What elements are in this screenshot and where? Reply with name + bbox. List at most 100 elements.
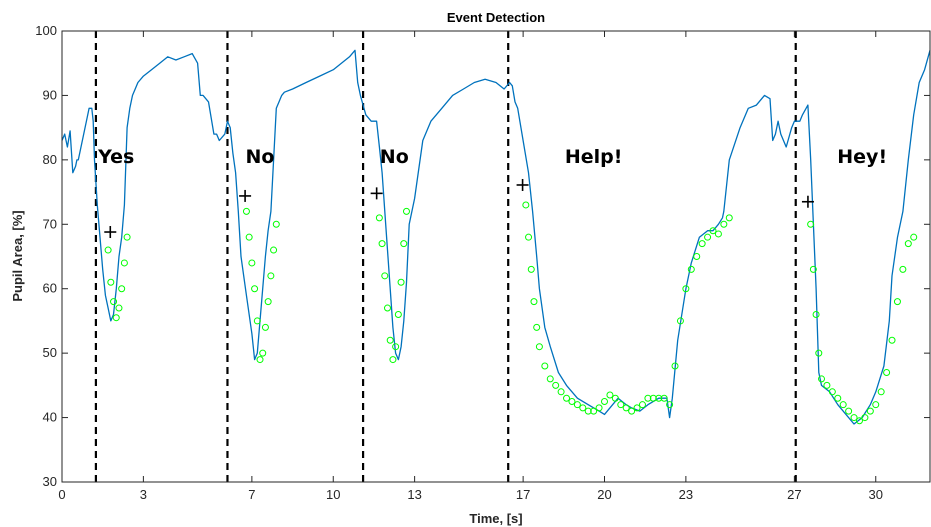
- detected-point-marker: [123, 233, 131, 241]
- detected-point-marker: [818, 375, 825, 383]
- onset-marker: [104, 226, 117, 239]
- detected-point-marker: [910, 233, 918, 241]
- detected-point-marker: [698, 240, 706, 248]
- detected-point-marker: [112, 314, 120, 322]
- detected-point-marker: [676, 317, 684, 325]
- y-tick-label: 80: [43, 152, 57, 167]
- detected-point-marker: [248, 259, 256, 267]
- detected-point-marker: [834, 394, 842, 402]
- detected-point-marker: [622, 404, 630, 412]
- detected-point-marker: [855, 417, 863, 425]
- detected-point-marker: [845, 407, 853, 415]
- detected-point-marker: [115, 304, 123, 312]
- detected-point-marker: [590, 407, 598, 415]
- detected-point-marker: [682, 285, 690, 293]
- detected-point-marker: [527, 265, 535, 273]
- x-tick-label: 17: [516, 487, 530, 502]
- detected-point-marker: [633, 404, 641, 412]
- detected-point-marker: [649, 394, 657, 402]
- detected-point-marker: [400, 240, 408, 248]
- detected-point-marker: [402, 207, 410, 215]
- detected-point-marker: [720, 220, 728, 228]
- detected-point-marker: [877, 388, 885, 396]
- x-tick-label: 20: [597, 487, 611, 502]
- detected-point-marker: [671, 362, 679, 370]
- axis-ticks: 0 3 7 10 13 17 20 23 27 30 30 40 50 60 70 80 90 100: [35, 23, 930, 502]
- detected-point-marker: [611, 394, 619, 402]
- detected-point-marker: [261, 323, 269, 331]
- detected-point-marker: [253, 317, 261, 325]
- detected-point-marker: [866, 407, 874, 415]
- detected-point-marker: [899, 265, 907, 273]
- detected-point-marker: [579, 404, 587, 412]
- detected-point-marker: [118, 285, 126, 293]
- detected-point-marker: [628, 407, 636, 415]
- x-tick-label: 10: [326, 487, 340, 502]
- x-tick-label: 23: [679, 487, 693, 502]
- detected-point-marker: [533, 323, 541, 331]
- detected-point-marker: [883, 368, 891, 376]
- detected-point-marker: [893, 298, 901, 306]
- detected-point-marker: [815, 349, 823, 357]
- detected-point-marker: [270, 246, 278, 254]
- detected-point-marker: [812, 310, 820, 318]
- x-tick-label: 27: [787, 487, 801, 502]
- detected-point-marker: [725, 214, 733, 222]
- x-tick-label: 0: [58, 487, 65, 502]
- x-axis-title: Time, [s]: [469, 511, 522, 526]
- detected-point-marker: [397, 278, 405, 286]
- detected-point-marker: [655, 394, 663, 402]
- detected-point-marker: [644, 394, 652, 402]
- detected-point-marker: [693, 253, 701, 260]
- detected-point-marker: [595, 404, 603, 412]
- y-tick-label: 40: [43, 410, 57, 425]
- detected-point-marker: [375, 214, 383, 222]
- event-label: Help!: [565, 146, 623, 168]
- detected-point-marker: [378, 240, 386, 248]
- detected-point-marker: [256, 356, 264, 364]
- detected-point-marker: [807, 220, 815, 228]
- detected-point-marker: [110, 298, 118, 306]
- detected-point-marker: [568, 397, 576, 405]
- detected-point-marker: [120, 259, 128, 267]
- detected-point-marker: [809, 265, 817, 273]
- y-tick-label: 70: [43, 216, 57, 231]
- detected-point-marker: [828, 388, 836, 396]
- event-label: Hey!: [837, 146, 887, 168]
- y-tick-label: 50: [43, 345, 57, 360]
- onset-marker: [516, 178, 529, 191]
- y-tick-label: 100: [35, 23, 57, 38]
- y-axis-title: Pupil Area, [%]: [10, 210, 25, 301]
- detected-point-marker: [606, 391, 614, 399]
- detected-point-marker: [386, 336, 394, 344]
- detected-point-marker: [573, 401, 581, 409]
- detected-point-marker: [552, 381, 560, 389]
- detected-point-marker: [389, 356, 397, 364]
- x-tick-label: 30: [869, 487, 883, 502]
- detected-point-marker: [601, 397, 608, 405]
- detected-point-marker: [242, 207, 250, 215]
- detected-point-marker: [522, 201, 530, 209]
- event-label: No: [246, 146, 275, 168]
- detected-point-marker: [839, 401, 847, 409]
- detected-point-marker: [687, 265, 695, 273]
- event-label: No: [380, 146, 409, 168]
- detected-point-marker: [104, 246, 112, 254]
- detected-point-marker: [584, 407, 592, 415]
- onset-marker: [239, 189, 252, 202]
- detected-point-marker: [392, 343, 400, 351]
- detected-point-marker: [267, 272, 275, 280]
- onset-marker: [801, 195, 814, 208]
- detected-point-marker: [384, 304, 391, 312]
- detected-point-marker: [850, 414, 858, 422]
- event-label: Yes: [97, 146, 134, 168]
- plot-area: Yes No No Help! Hey!: [61, 31, 931, 482]
- detected-point-marker: [557, 388, 565, 396]
- detected-point-marker: [259, 349, 267, 357]
- detected-point-marker: [530, 298, 538, 306]
- detected-point-marker: [617, 401, 625, 409]
- detected-point-marker: [861, 414, 869, 422]
- detected-point-marker: [525, 233, 533, 241]
- plot-frame: [61, 30, 931, 483]
